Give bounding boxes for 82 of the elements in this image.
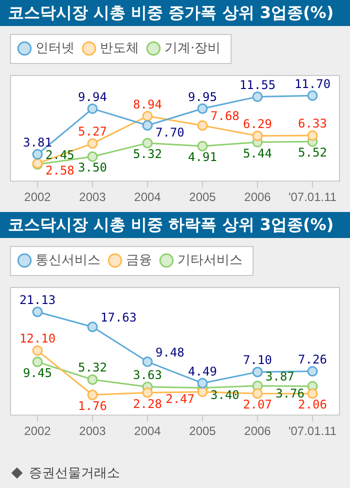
point [252,388,263,399]
data-label: 5.44 [243,146,272,160]
x-tick-label: 2005 [189,424,216,438]
x-tick-label: 2004 [134,190,162,204]
point [142,356,153,368]
x-tick-label: 2002 [24,424,52,438]
data-label: 6.29 [243,116,272,131]
data-label: 8.94 [133,97,162,112]
legend-label: 기타서비스 [178,252,242,268]
x-tick-label: 2005 [189,190,216,204]
data-label: 3.50 [78,160,107,175]
x-tick-label: 2003 [79,424,106,438]
x-tick-label: 2003 [79,190,106,204]
point [32,306,43,318]
data-label: 2.28 [133,396,162,411]
data-label: 17.63 [100,310,137,325]
point [142,110,153,122]
point [197,120,208,131]
data-label: 9.48 [156,345,184,360]
point [142,387,153,398]
legend-label: 기계·장비 [164,40,221,56]
data-label: 21.13 [19,293,56,308]
data-label: 5.27 [78,124,107,139]
data-label: 11.55 [239,78,276,92]
point [32,356,43,368]
data-label: 4.91 [188,150,217,164]
data-label: 9.94 [78,90,107,104]
point [32,149,43,160]
point [252,366,263,378]
point [307,366,318,377]
x-tick-label: 2004 [134,424,162,438]
x-tick-label: 2006 [244,190,272,204]
point [142,120,153,131]
legend-label: 통신서비스 [36,252,100,268]
data-label: 7.10 [243,353,272,368]
point [197,378,208,388]
data-label: 6.33 [298,116,327,131]
data-label: 3.63 [133,368,162,382]
point [252,92,263,102]
point [252,130,263,142]
data-label: 2.47 [166,392,195,406]
point [197,103,208,114]
data-label: 2.58 [46,164,74,178]
point [307,388,318,399]
point [87,390,98,400]
legend-label: 반도체 [100,40,139,56]
legend-label: 금융 [126,252,152,268]
legend-label: 인터넷 [36,40,74,56]
point [87,322,98,332]
data-label: 9.95 [188,90,217,104]
point [197,140,208,152]
data-label: 5.32 [133,147,162,162]
data-label: 7.26 [298,352,327,366]
point [142,138,153,148]
x-tick-label: 2002 [24,190,52,204]
data-label: 4.49 [188,364,217,378]
text: 증권선물거래소 [29,465,120,482]
chart-title: 코스닥시장 시총 비중 증가폭 상위 3업종(%) [0,0,350,26]
point [32,345,43,356]
data-label: 3.81 [23,135,52,150]
point [87,151,98,162]
point [87,103,98,114]
x-tick-label: '07.01.11 [288,424,337,438]
data-label: 9.45 [23,366,52,380]
x-tick-label: 2006 [244,424,272,438]
data-label: 5.32 [78,360,107,375]
x-tick-label: '07.01.11 [288,190,337,204]
point [87,138,98,149]
data-label: 7.70 [156,125,184,140]
point [307,130,318,141]
point [87,374,98,385]
chart-title: 코스닥시장 시총 비중 하락폭 상위 3업종(%) [0,212,350,238]
data-label: 3.87 [266,369,294,384]
data-label: 5.52 [298,146,327,160]
data-label: 2.06 [298,398,327,412]
point [197,386,208,398]
data-label: 12.10 [19,332,56,346]
data-label: 2.07 [243,398,272,412]
data-label: 7.68 [210,109,240,124]
point [307,90,318,101]
data-label: 11.70 [294,76,331,91]
data-label: 1.76 [78,398,107,413]
